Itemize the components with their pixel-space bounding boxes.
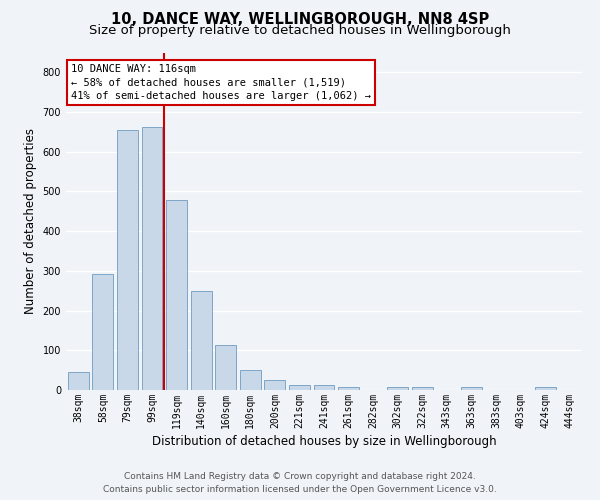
Bar (142, 126, 163, 390)
Text: Size of property relative to detached houses in Wellingborough: Size of property relative to detached ho… (89, 24, 511, 37)
Text: Contains HM Land Registry data © Crown copyright and database right 2024.
Contai: Contains HM Land Registry data © Crown c… (103, 472, 497, 494)
Bar (461, 387, 482, 390)
Bar (412, 387, 433, 390)
Bar (535, 387, 556, 390)
Text: 10 DANCE WAY: 116sqm
← 58% of detached houses are smaller (1,519)
41% of semi-de: 10 DANCE WAY: 116sqm ← 58% of detached h… (71, 64, 371, 100)
Bar (289, 385, 310, 390)
Text: 10, DANCE WAY, WELLINGBOROUGH, NN8 4SP: 10, DANCE WAY, WELLINGBOROUGH, NN8 4SP (111, 12, 489, 28)
Bar (166, 200, 187, 390)
Bar (117, 130, 138, 390)
Bar (314, 385, 334, 390)
Y-axis label: Number of detached properties: Number of detached properties (24, 128, 37, 314)
Bar (92, 274, 113, 390)
Bar (68, 372, 89, 390)
Bar (240, 370, 261, 390)
Bar (338, 387, 359, 390)
Bar (265, 380, 286, 390)
Bar (387, 387, 408, 390)
Bar (191, 290, 212, 390)
Bar (215, 345, 236, 390)
X-axis label: Distribution of detached houses by size in Wellingborough: Distribution of detached houses by size … (152, 435, 496, 448)
